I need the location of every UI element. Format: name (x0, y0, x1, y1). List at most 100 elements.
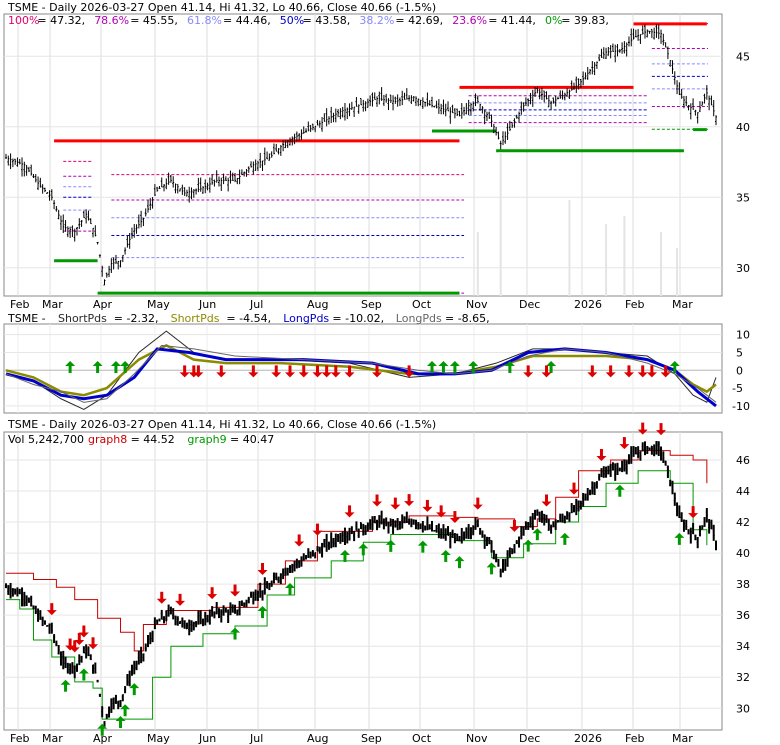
oscillator-series-label: LongPds (283, 312, 329, 325)
detail-sell-arrow-head (390, 504, 401, 510)
osc-buy-arrow-head (546, 361, 557, 367)
fib-value: = 44.46, (223, 14, 271, 27)
detail-sell-arrow-head (344, 512, 355, 518)
detail-sell-arrow-head (88, 644, 99, 650)
oscillator-y-tick: 0 (736, 364, 743, 377)
detail-buy-arrow-head (674, 532, 685, 538)
detail-sell-arrow-head (46, 610, 57, 616)
detail-x-tick: Feb (625, 732, 644, 745)
detail-sell-arrow-head (509, 526, 520, 532)
detail-x-tick: Apr (93, 732, 113, 745)
price-x-tick: Oct (412, 298, 432, 311)
price-x-tick: May (147, 298, 170, 311)
detail-x-tick: Aug (307, 732, 328, 745)
detail-buy-arrow-head (230, 627, 241, 633)
detail-y-tick: 44 (736, 485, 750, 498)
detail-buy-arrow-head (358, 543, 369, 549)
volume-readout: Vol 5,242,700 (8, 433, 84, 446)
detail-sell-arrow-head (230, 591, 241, 597)
oscillator-y-tick: -5 (732, 382, 743, 395)
detail-x-tick: Mar (42, 732, 63, 745)
detail-buy-arrow-head (339, 549, 350, 555)
fib-value: = 47.32, (37, 14, 85, 27)
detail-x-tick: Jun (198, 732, 216, 745)
oscillator-title: TSME - (7, 312, 46, 325)
osc-sell-arrow-head (271, 372, 282, 378)
osc-buy-arrow-head (65, 361, 76, 367)
osc-sell-arrow-head (587, 372, 598, 378)
oscillator-series-label: ShortPds (58, 312, 107, 325)
oscillator-y-tick: -10 (732, 400, 750, 413)
detail-sell-arrow-head (436, 512, 447, 518)
oscillator-legend: TSME - ShortPds = -2.32, ShortPds = -4.54, Lo… (7, 312, 490, 325)
detail-buy-arrow-head (523, 539, 534, 545)
detail-sell-arrow-head (656, 430, 667, 436)
osc-sell-arrow-head (179, 372, 190, 378)
osc-sell-arrow-head (660, 372, 671, 378)
detail-sell-arrow-head (257, 570, 268, 576)
osc-sell-arrow-head (523, 372, 534, 378)
detail-sell-arrow-head (596, 455, 607, 461)
detail-y-tick: 32 (736, 671, 750, 684)
detail-y-tick: 46 (736, 454, 750, 467)
detail-x-tick: Mar (672, 732, 693, 745)
osc-sell-arrow-head (637, 372, 648, 378)
osc-sell-arrow-head (285, 372, 295, 378)
osc-sell-arrow-head (344, 372, 355, 378)
detail-series-label: graph8 (88, 433, 127, 446)
fib-label: 23.6% (452, 14, 487, 27)
detail-buy-arrow-head (385, 539, 396, 545)
detail-sell-arrow-head (404, 501, 415, 507)
osc-sell-arrow-head (248, 372, 259, 378)
price-y-tick: 35 (736, 191, 750, 204)
osc-buy-arrow-head (427, 361, 437, 367)
detail-panel-frame (3, 431, 723, 731)
detail-series-value: = 40.47 (230, 433, 274, 446)
detail-sell-arrow-head (74, 639, 85, 645)
price-x-tick: Nov (466, 298, 488, 311)
detail-sell-arrow-head (472, 504, 483, 510)
osc-buy-arrow-head (92, 361, 103, 367)
detail-buy-arrow-head (257, 606, 268, 612)
detail-sell-arrow-head (449, 518, 460, 524)
price-x-tick: Jun (198, 298, 216, 311)
price-panel-frame (3, 13, 723, 297)
detail-buy-arrow-head (60, 679, 71, 685)
osc-buy-arrow-head (110, 361, 121, 367)
detail-x-tick: Jul (249, 732, 263, 745)
oscillator-y-tick: 5 (736, 346, 743, 359)
detail-sell-arrow-head (422, 506, 433, 512)
osc-buy-arrow-head (468, 361, 479, 367)
price-x-tick: 2026 (574, 298, 602, 311)
detail-sell-arrow-head (78, 632, 89, 638)
detail-series-value: = 44.52 (131, 433, 175, 446)
oscillator-series-value: = -4.54, (226, 312, 271, 325)
detail-buy-arrow-head (78, 668, 89, 674)
fib-value: = 43.58, (303, 14, 351, 27)
osc-sell-arrow-head (330, 372, 341, 378)
detail-sell-arrow-head (688, 513, 699, 519)
osc-buy-arrow-head (669, 361, 680, 367)
detail-sell-arrow-head (294, 541, 305, 547)
detail-x-tick: Feb (10, 732, 29, 745)
osc-sell-arrow-head (404, 372, 415, 378)
detail-buy-arrow-head (285, 582, 295, 588)
fib-label: 0% (545, 14, 562, 27)
fib-label: 61.8% (187, 14, 222, 27)
osc-buy-arrow-head (449, 361, 460, 367)
detail-buy-arrow-head (559, 532, 570, 538)
osc-buy-arrow-head (120, 361, 131, 367)
detail-buy-arrow-head (129, 683, 140, 689)
detail-buy-arrow-head (97, 723, 108, 729)
price-x-tick: Feb (625, 298, 644, 311)
detail-sell-arrow-head (207, 594, 218, 600)
oscillator-line (5, 344, 717, 403)
fib-value: = 41.44, (488, 14, 536, 27)
detail-sell-arrow-head (175, 600, 186, 606)
osc-sell-arrow-head (646, 372, 657, 378)
price-x-tick: Feb (10, 298, 29, 311)
price-y-tick: 45 (736, 50, 750, 63)
detail-line (6, 450, 708, 652)
oscillator-series-label: LongPds (396, 312, 442, 325)
